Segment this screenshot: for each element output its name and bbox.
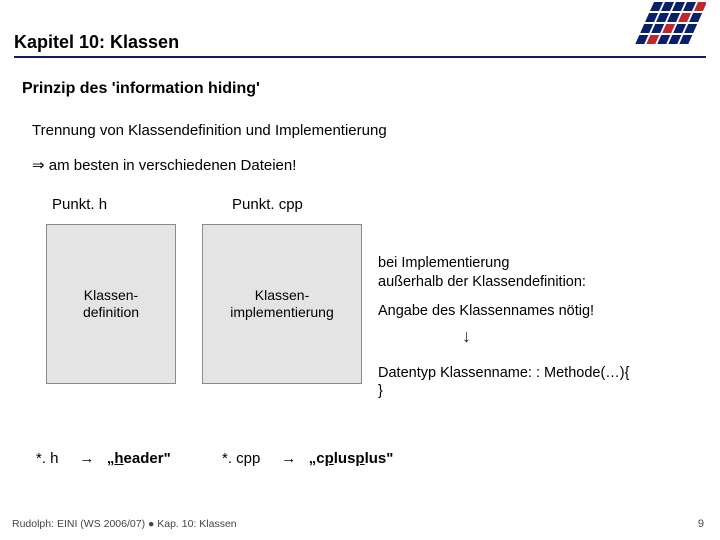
foot-cpp-p2: lus — [334, 450, 356, 467]
foot-h-rest: eader" — [124, 450, 171, 467]
box1-line2: definition — [83, 304, 139, 320]
slide-footer: Rudolph: EINI (WS 2006/07) ● Kap. 10: Kl… — [12, 518, 237, 530]
foot-h-underline: h — [114, 450, 123, 467]
box2-line1: Klassen- — [255, 287, 309, 303]
foot-cpp-prefix: *. cpp — [222, 450, 260, 467]
body-line-1: Trennung von Klassendefinition und Imple… — [32, 122, 387, 139]
right-code-line-1: Datentyp Klassenname: : Methode(…){ — [378, 364, 629, 383]
foot-cpp-u2: p — [355, 450, 364, 467]
title-underline — [14, 56, 706, 58]
down-arrow-icon: ↓ — [462, 326, 471, 347]
slide: Kapitel 10: Klassen Prinzip des 'informa… — [0, 0, 720, 540]
file-cpp-label: Punkt. cpp — [232, 196, 303, 213]
footnote-header-ext: *. h → „header" — [36, 450, 171, 467]
body-line-2-text: am besten in verschiedenen Dateien! — [45, 157, 297, 174]
body-line-2: ⇒ am besten in verschiedenen Dateien! — [32, 156, 296, 174]
right-note-1: bei Implementierung außerhalb der Klasse… — [378, 254, 586, 292]
rt1-line2: außerhalb der Klassendefinition: — [378, 274, 586, 290]
subtitle-heading: Prinzip des 'information hiding' — [22, 80, 260, 98]
logo-icon — [630, 2, 706, 48]
rt1-line1: bei Implementierung — [378, 255, 509, 271]
box1-text: Klassen- definition — [83, 287, 139, 322]
footnote-cpp-ext: *. cpp → „cplusplus" — [222, 450, 393, 467]
foot-h-arrow: → — [79, 450, 94, 467]
foot-h-word: „header" — [107, 450, 171, 467]
box2-text: Klassen- implementierung — [230, 287, 334, 322]
box-klassendefinition: Klassen- definition — [46, 224, 176, 384]
foot-cpp-word: „cplusplus" — [309, 450, 394, 467]
foot-cpp-p3: lus" — [365, 450, 394, 467]
box2-line2: implementierung — [230, 304, 334, 320]
foot-cpp-arrow: → — [281, 450, 296, 467]
right-code-line-2: } — [378, 382, 383, 401]
chapter-title: Kapitel 10: Klassen — [14, 32, 179, 53]
foot-h-prefix: *. h — [36, 450, 59, 467]
box-klassenimplementierung: Klassen- implementierung — [202, 224, 362, 384]
implies-arrow: ⇒ — [32, 157, 45, 174]
foot-cpp-p1: c — [316, 450, 324, 467]
foot-cpp-u1: p — [325, 450, 334, 467]
box1-line1: Klassen- — [84, 287, 138, 303]
right-note-2: Angabe des Klassennames nötig! — [378, 302, 594, 321]
page-number: 9 — [698, 518, 704, 530]
file-h-label: Punkt. h — [52, 196, 107, 213]
